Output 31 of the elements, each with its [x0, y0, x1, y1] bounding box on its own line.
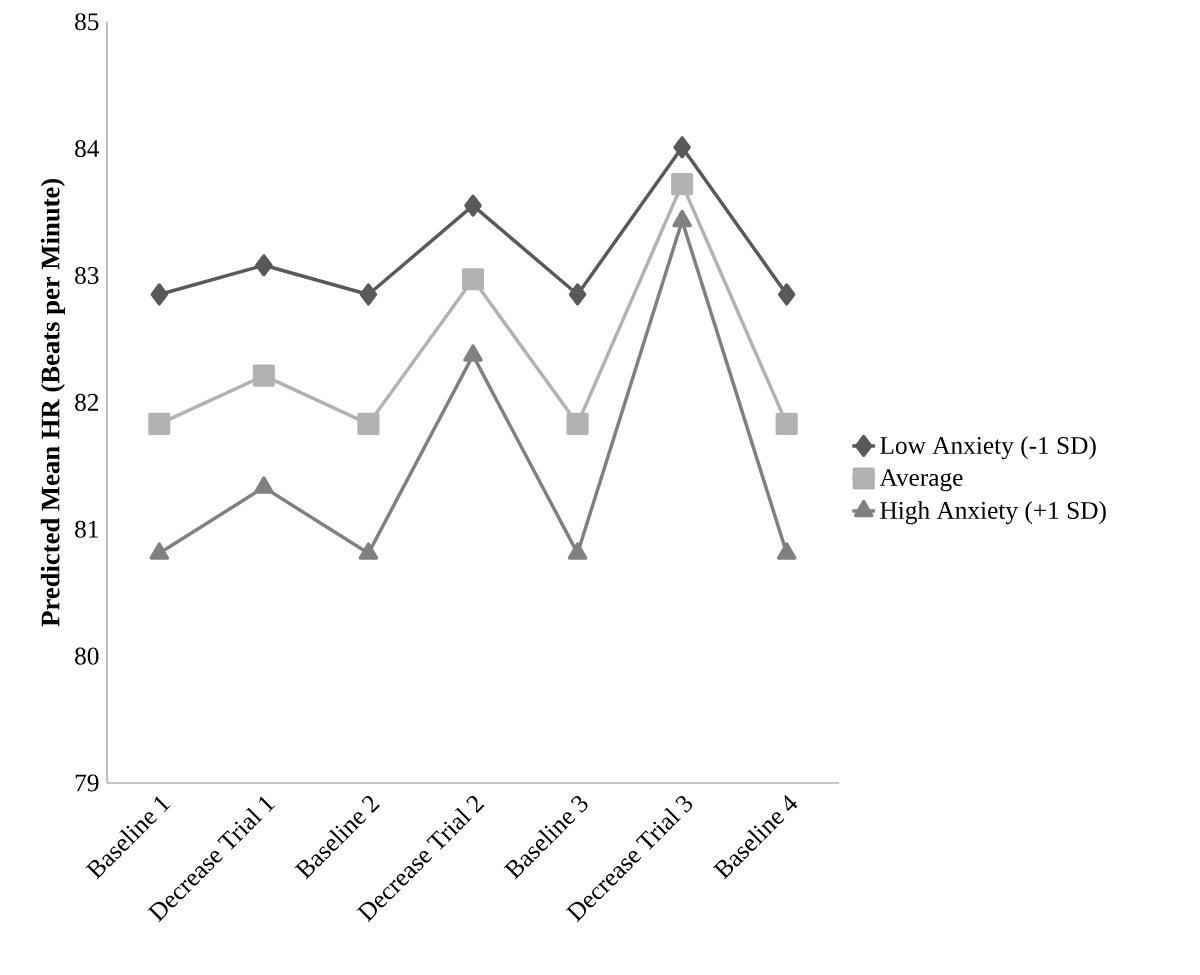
point [150, 283, 169, 306]
point [148, 412, 171, 435]
point [358, 542, 379, 560]
point [775, 412, 798, 435]
legend-label: Average [879, 469, 963, 492]
point [254, 476, 274, 494]
y-tick-label: 80 [75, 647, 99, 665]
legend-label: Low Anxiety (-1 SD) [880, 436, 1096, 460]
point [359, 283, 378, 306]
y-axis-title: Predicted Mean HR (Beats per Minute) [40, 178, 65, 627]
point [463, 344, 483, 362]
legend-label: High Anxiety (+1 SD) [880, 501, 1106, 525]
point [777, 283, 796, 306]
y-tick-label: 83 [75, 266, 99, 284]
y-tick-label: 85 [75, 13, 99, 31]
point [149, 542, 170, 560]
y-tick-label: 81 [75, 520, 98, 538]
point [776, 542, 797, 560]
point [255, 254, 273, 277]
point [673, 136, 691, 159]
point [357, 412, 380, 435]
point [464, 194, 482, 217]
point [566, 412, 589, 435]
point [671, 173, 694, 196]
point [252, 364, 275, 387]
point [568, 283, 587, 306]
y-tick-label: 84 [75, 140, 100, 158]
point [461, 268, 485, 291]
point [567, 542, 588, 560]
y-tick-label: 79 [75, 774, 99, 792]
y-tick-label: 82 [75, 393, 99, 411]
